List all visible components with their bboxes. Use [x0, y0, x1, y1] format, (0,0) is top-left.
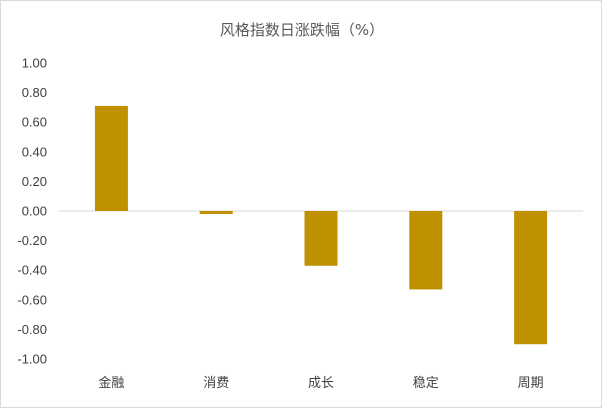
y-tick-label: 1.00: [22, 56, 47, 71]
y-tick-label: 0.80: [22, 85, 47, 100]
bar-4: [514, 211, 548, 345]
y-tick-label: -0.60: [17, 292, 47, 307]
bar-3: [409, 211, 443, 290]
bar-1: [199, 211, 233, 214]
bar-0: [94, 105, 128, 211]
y-axis-ticks: 1.00 0.80 0.60 0.40 0.20 0.00 -0.20 -0.40 -0.60 -…: [17, 56, 47, 367]
bars: [94, 105, 548, 345]
chart-title: 风格指数日涨跌幅（%）: [220, 21, 384, 39]
y-tick-label: 0.60: [22, 115, 47, 130]
category-labels: 金融 消费 成长 稳定 周期: [98, 375, 543, 391]
y-tick-label: -0.20: [17, 233, 47, 248]
y-tick-label: 0.00: [22, 204, 47, 219]
category-label: 稳定: [413, 375, 439, 391]
bar-2: [304, 211, 338, 266]
category-label: 金融: [98, 375, 124, 391]
category-label: 消费: [203, 376, 229, 391]
y-tick-label: -0.80: [17, 322, 47, 337]
y-tick-label: 0.20: [22, 174, 47, 189]
y-tick-label: 0.40: [22, 144, 47, 159]
category-label: 成长: [308, 376, 334, 391]
y-tick-label: -0.40: [17, 263, 47, 278]
category-label: 周期: [518, 376, 544, 391]
y-tick-label: -1.00: [17, 352, 47, 367]
